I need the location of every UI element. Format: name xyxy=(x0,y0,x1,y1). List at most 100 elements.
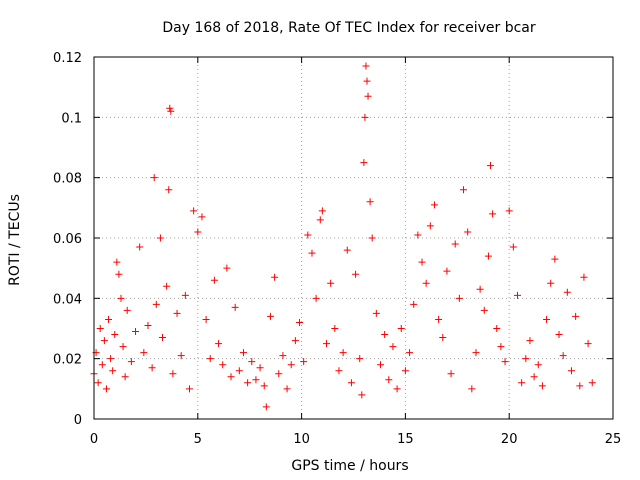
data-point xyxy=(363,77,371,85)
data-point xyxy=(572,312,580,320)
data-point xyxy=(381,331,389,339)
data-point xyxy=(360,159,368,167)
data-point xyxy=(152,300,160,308)
data-point xyxy=(547,279,555,287)
data-point xyxy=(493,325,501,332)
data-point xyxy=(148,364,156,372)
data-point xyxy=(526,337,534,345)
y-tick-label: 0.04 xyxy=(53,292,82,307)
data-point xyxy=(339,349,347,357)
data-point xyxy=(202,315,210,323)
data-point xyxy=(248,358,256,366)
data-point xyxy=(327,279,335,287)
data-point xyxy=(543,315,551,323)
data-point xyxy=(335,367,343,375)
data-point xyxy=(563,288,571,296)
x-tick-label: 25 xyxy=(605,432,622,447)
data-point xyxy=(94,379,102,387)
data-point xyxy=(210,276,218,284)
data-point xyxy=(198,213,206,221)
data-point xyxy=(271,273,279,281)
y-tick-label: 0.1 xyxy=(61,111,82,126)
data-point xyxy=(132,328,140,336)
data-point xyxy=(166,104,174,112)
y-axis-label: ROTI / TECUs xyxy=(7,194,23,286)
data-point xyxy=(219,361,227,369)
data-point xyxy=(422,279,430,287)
data-point xyxy=(244,379,252,387)
data-point xyxy=(406,349,414,357)
data-point xyxy=(167,107,175,115)
data-point xyxy=(115,270,123,278)
data-point xyxy=(361,113,369,121)
data-point xyxy=(266,312,274,320)
data-point xyxy=(401,367,409,375)
data-point xyxy=(159,334,167,342)
data-point xyxy=(150,174,158,182)
data-point xyxy=(538,382,546,390)
data-point xyxy=(522,355,530,363)
data-point xyxy=(107,355,115,363)
data-point xyxy=(358,391,366,399)
data-point xyxy=(480,306,488,314)
data-point xyxy=(567,367,575,375)
data-point xyxy=(376,361,384,369)
data-point xyxy=(177,352,185,360)
data-point xyxy=(468,385,476,393)
data-point xyxy=(501,358,509,366)
data-point xyxy=(283,385,291,393)
data-point xyxy=(127,358,135,366)
data-point xyxy=(262,403,270,411)
data-point xyxy=(287,361,295,369)
data-point xyxy=(435,315,443,323)
data-point xyxy=(414,231,422,239)
data-point xyxy=(551,255,559,263)
data-point xyxy=(252,376,260,384)
data-point xyxy=(418,258,426,266)
data-point xyxy=(559,352,567,360)
y-tick-label: 0.02 xyxy=(53,353,82,368)
data-point xyxy=(472,349,480,357)
data-point xyxy=(364,92,372,100)
data-point xyxy=(476,285,484,293)
data-point xyxy=(165,186,173,194)
data-point xyxy=(518,379,526,387)
data-point xyxy=(206,355,214,363)
data-point xyxy=(105,315,113,323)
data-point xyxy=(385,376,393,384)
data-point xyxy=(588,379,596,387)
data-point xyxy=(464,228,472,236)
data-point xyxy=(296,318,304,326)
data-point xyxy=(362,62,370,70)
data-point xyxy=(352,270,360,278)
data-point xyxy=(509,243,517,251)
data-point xyxy=(117,294,125,302)
data-point xyxy=(102,385,110,393)
data-point xyxy=(323,340,331,348)
data-point xyxy=(121,373,129,381)
data-point xyxy=(163,282,171,290)
data-point xyxy=(227,373,235,381)
y-tick-label: 0 xyxy=(74,413,82,428)
data-point xyxy=(331,325,339,332)
data-point xyxy=(347,379,355,387)
data-point xyxy=(580,273,588,281)
data-point xyxy=(279,352,287,360)
data-point xyxy=(505,207,513,215)
data-point xyxy=(113,258,121,266)
data-point xyxy=(489,210,497,218)
data-point xyxy=(410,300,418,308)
data-point xyxy=(136,243,144,251)
x-tick-label: 5 xyxy=(194,432,202,447)
data-point xyxy=(98,361,106,369)
x-tick-label: 0 xyxy=(90,432,98,447)
data-point xyxy=(343,246,351,254)
data-point xyxy=(555,331,563,339)
data-point xyxy=(534,361,542,369)
data-point xyxy=(368,234,376,242)
data-point xyxy=(366,198,374,206)
data-point xyxy=(372,309,380,317)
x-tick-label: 20 xyxy=(501,432,518,447)
data-point xyxy=(316,216,324,224)
